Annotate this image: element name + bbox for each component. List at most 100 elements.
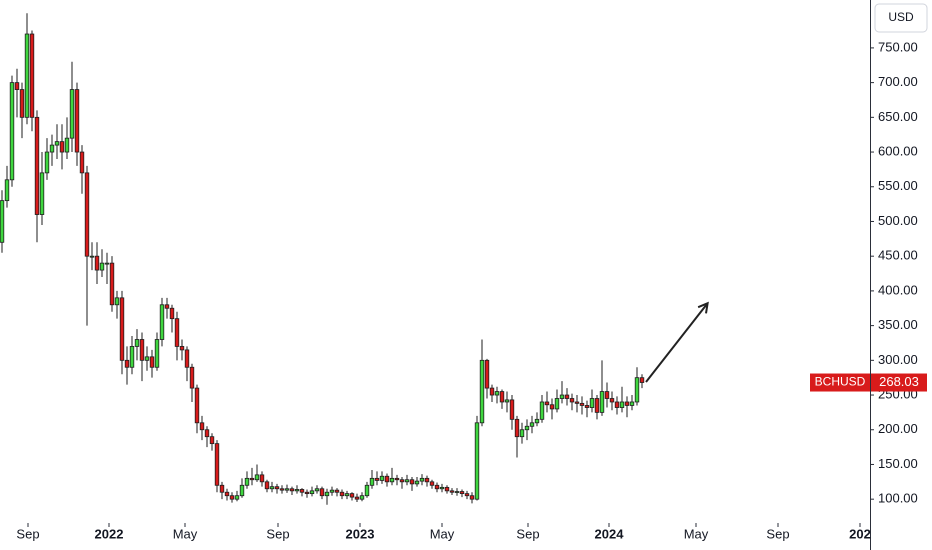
candle-body <box>89 255 95 258</box>
candle-body <box>4 179 10 202</box>
candle-body <box>74 89 80 153</box>
candle-body <box>309 490 315 495</box>
x-tick-label: 202 <box>849 526 871 541</box>
candle-body <box>634 377 640 403</box>
symbol-tag <box>810 373 870 392</box>
candle-body <box>569 398 575 403</box>
candle-body <box>359 495 365 500</box>
x-tick-label: 2023 <box>346 526 375 541</box>
candle-body <box>459 491 465 495</box>
candle-body <box>454 491 460 493</box>
candle-body <box>409 479 415 485</box>
last-price-tag <box>871 373 927 392</box>
axes: 100.00150.00200.00250.00300.00350.00400.… <box>16 39 927 541</box>
candle-body <box>19 89 25 118</box>
x-tick-label: 2022 <box>95 526 124 541</box>
candle-body <box>304 491 310 495</box>
candle-body <box>284 488 290 491</box>
y-tick-label: 400.00 <box>878 282 918 297</box>
x-tick-label: May <box>173 526 198 541</box>
y-tick-label: 650.00 <box>878 109 918 124</box>
candle-body <box>349 493 355 498</box>
candle-body <box>339 491 345 497</box>
candle-body <box>549 404 555 410</box>
x-tick-label: Sep <box>266 526 289 541</box>
candle-body <box>389 477 395 483</box>
candle-body <box>419 477 425 482</box>
candle-body <box>204 429 210 438</box>
candle-body <box>184 349 190 368</box>
candle-body <box>214 443 220 486</box>
candle-body <box>629 401 635 406</box>
candle-body <box>64 137 70 153</box>
candle-body <box>249 477 255 481</box>
candle-body <box>84 172 90 257</box>
y-tick-label: 300.00 <box>878 352 918 367</box>
currency-label[interactable]: USD <box>888 10 914 24</box>
candle-body <box>0 200 5 243</box>
candle-body <box>504 399 510 403</box>
candle-body <box>254 474 260 481</box>
candle-body <box>259 474 265 483</box>
y-tick-label: 150.00 <box>878 456 918 471</box>
candle-body <box>274 486 280 490</box>
candle-body <box>469 495 475 500</box>
candle-body <box>544 401 550 406</box>
candle-body <box>444 486 450 492</box>
candle-body <box>264 481 270 490</box>
candle-body <box>439 486 445 490</box>
y-tick-label: 550.00 <box>878 178 918 193</box>
candle-body <box>599 391 605 413</box>
candle-body <box>529 422 535 427</box>
candle-body <box>434 484 440 490</box>
candle-body <box>119 297 125 361</box>
y-tick-label: 350.00 <box>878 317 918 332</box>
candle-body <box>514 418 520 438</box>
x-tick-label: May <box>430 526 455 541</box>
candle-body <box>329 489 335 493</box>
candle-body <box>464 493 470 497</box>
candle-body <box>319 488 325 497</box>
candle-body <box>564 394 570 399</box>
plot-area <box>0 13 645 505</box>
candle-body <box>484 359 490 389</box>
trend-arrow <box>645 304 707 383</box>
candle-body <box>414 480 420 485</box>
x-tick-label: Sep <box>16 526 39 541</box>
candle-body <box>29 33 35 118</box>
candle-body <box>109 262 115 306</box>
y-tick-label: 750.00 <box>878 39 918 54</box>
candle-body <box>589 398 595 408</box>
candle-body <box>334 489 340 493</box>
candle-body <box>229 495 235 500</box>
candle-body <box>404 479 410 483</box>
y-tick-label: 500.00 <box>878 213 918 228</box>
y-tick-label: 200.00 <box>878 421 918 436</box>
candle-body <box>244 477 250 486</box>
currency-button[interactable] <box>874 3 928 33</box>
candle-body <box>294 489 300 492</box>
candle-body <box>164 304 170 309</box>
candle-body <box>614 401 620 408</box>
candle-body <box>449 490 455 493</box>
candle-body <box>79 151 85 174</box>
candle-body <box>194 387 200 424</box>
candle-body <box>54 141 60 146</box>
candle-body <box>519 429 525 438</box>
candle-body <box>179 346 185 351</box>
x-tick-label: Sep <box>516 526 539 541</box>
candle-body <box>94 255 100 271</box>
candle-body <box>104 262 110 265</box>
candle-body <box>479 359 485 424</box>
candle-body <box>169 307 175 320</box>
candle-body <box>399 479 405 483</box>
candle-body <box>199 422 205 431</box>
candle-body <box>379 475 385 481</box>
candle-body <box>539 401 545 420</box>
candle-body <box>494 391 500 396</box>
candle-body <box>129 346 135 368</box>
candle-body <box>559 394 565 399</box>
symbol-label: BCHUSD <box>815 375 866 389</box>
y-tick-label: 100.00 <box>878 491 918 506</box>
candle-body <box>384 475 390 483</box>
